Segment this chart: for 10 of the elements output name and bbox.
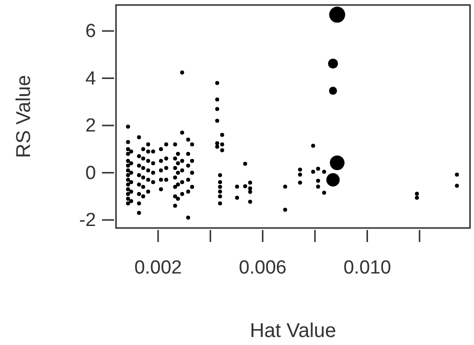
y-tick-label: 4: [85, 68, 96, 90]
y-axis-title: RS Value: [13, 74, 35, 158]
x-tick-label: 0.010: [343, 257, 392, 278]
x-axis-title: Hat Value: [250, 320, 336, 342]
x-tick-label: 0.002: [134, 257, 182, 278]
y-tick-label: 2: [85, 116, 96, 137]
x-tick-label: 0.006: [238, 257, 286, 278]
y-tick-label: 6: [85, 21, 96, 42]
y-tick-label: -2: [79, 210, 96, 232]
y-tick-label: 0: [85, 162, 96, 184]
